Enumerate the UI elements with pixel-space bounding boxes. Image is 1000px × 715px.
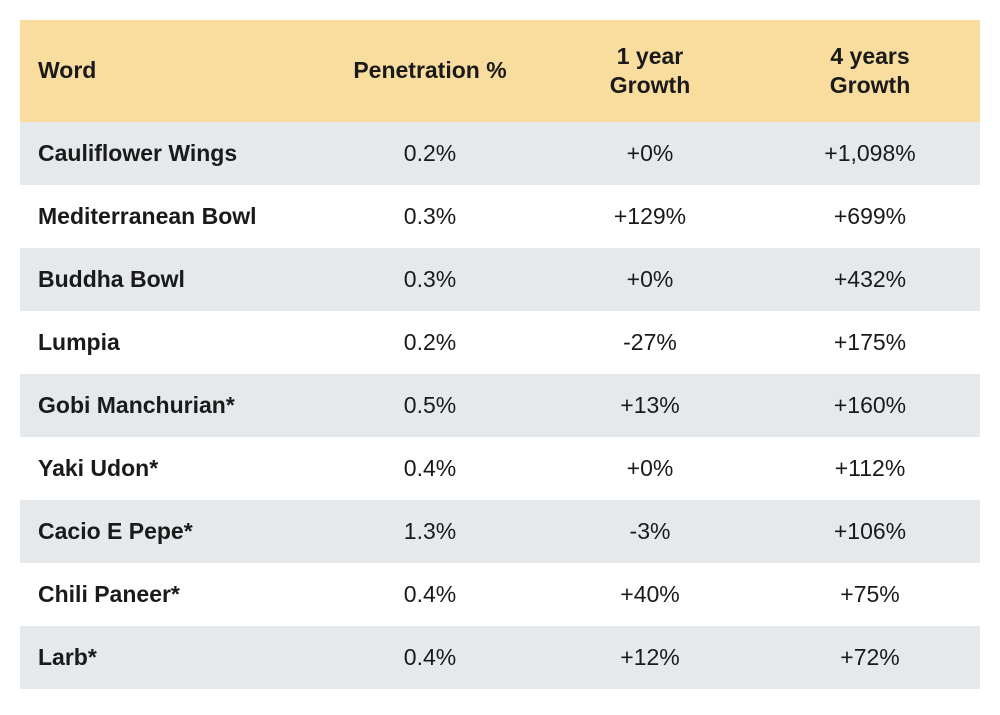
cell-penetration: 0.2%	[320, 122, 540, 185]
table-row: Buddha Bowl 0.3% +0% +432%	[20, 248, 980, 311]
cell-growth-4y: +106%	[760, 500, 980, 563]
cell-growth-4y: +175%	[760, 311, 980, 374]
cell-penetration: 0.4%	[320, 437, 540, 500]
header-word: Word	[20, 20, 320, 122]
cell-growth-1y: -27%	[540, 311, 760, 374]
cell-growth-1y: +0%	[540, 437, 760, 500]
cell-growth-1y: +40%	[540, 563, 760, 626]
table-row: Yaki Udon* 0.4% +0% +112%	[20, 437, 980, 500]
cell-growth-4y: +75%	[760, 563, 980, 626]
table-row: Cauliflower Wings 0.2% +0% +1,098%	[20, 122, 980, 185]
table-body: Cauliflower Wings 0.2% +0% +1,098% Medit…	[20, 122, 980, 689]
cell-word: Yaki Udon*	[20, 437, 320, 500]
table-row: Lumpia 0.2% -27% +175%	[20, 311, 980, 374]
cell-word: Gobi Manchurian*	[20, 374, 320, 437]
table-row: Chili Paneer* 0.4% +40% +75%	[20, 563, 980, 626]
cell-penetration: 0.2%	[320, 311, 540, 374]
cell-penetration: 1.3%	[320, 500, 540, 563]
cell-penetration: 0.4%	[320, 563, 540, 626]
cell-growth-1y: +0%	[540, 248, 760, 311]
table-header-row: Word Penetration % 1 yearGrowth 4 yearsG…	[20, 20, 980, 122]
cell-growth-1y: +13%	[540, 374, 760, 437]
table-row: Larb* 0.4% +12% +72%	[20, 626, 980, 689]
cell-growth-1y: -3%	[540, 500, 760, 563]
cell-penetration: 0.3%	[320, 248, 540, 311]
cell-word: Mediterranean Bowl	[20, 185, 320, 248]
cell-word: Chili Paneer*	[20, 563, 320, 626]
cell-penetration: 0.4%	[320, 626, 540, 689]
cell-word: Cacio E Pepe*	[20, 500, 320, 563]
cell-growth-4y: +699%	[760, 185, 980, 248]
cell-word: Larb*	[20, 626, 320, 689]
table-row: Cacio E Pepe* 1.3% -3% +106%	[20, 500, 980, 563]
cell-growth-1y: +12%	[540, 626, 760, 689]
cell-growth-1y: +0%	[540, 122, 760, 185]
header-growth-1y: 1 yearGrowth	[540, 20, 760, 122]
cell-growth-1y: +129%	[540, 185, 760, 248]
cell-word: Lumpia	[20, 311, 320, 374]
cell-growth-4y: +1,098%	[760, 122, 980, 185]
cell-word: Buddha Bowl	[20, 248, 320, 311]
food-trends-table: Word Penetration % 1 yearGrowth 4 yearsG…	[20, 20, 980, 689]
cell-penetration: 0.3%	[320, 185, 540, 248]
table-row: Gobi Manchurian* 0.5% +13% +160%	[20, 374, 980, 437]
cell-growth-4y: +112%	[760, 437, 980, 500]
table-row: Mediterranean Bowl 0.3% +129% +699%	[20, 185, 980, 248]
cell-growth-4y: +432%	[760, 248, 980, 311]
cell-growth-4y: +72%	[760, 626, 980, 689]
cell-growth-4y: +160%	[760, 374, 980, 437]
header-penetration: Penetration %	[320, 20, 540, 122]
header-growth-4y: 4 yearsGrowth	[760, 20, 980, 122]
cell-penetration: 0.5%	[320, 374, 540, 437]
cell-word: Cauliflower Wings	[20, 122, 320, 185]
